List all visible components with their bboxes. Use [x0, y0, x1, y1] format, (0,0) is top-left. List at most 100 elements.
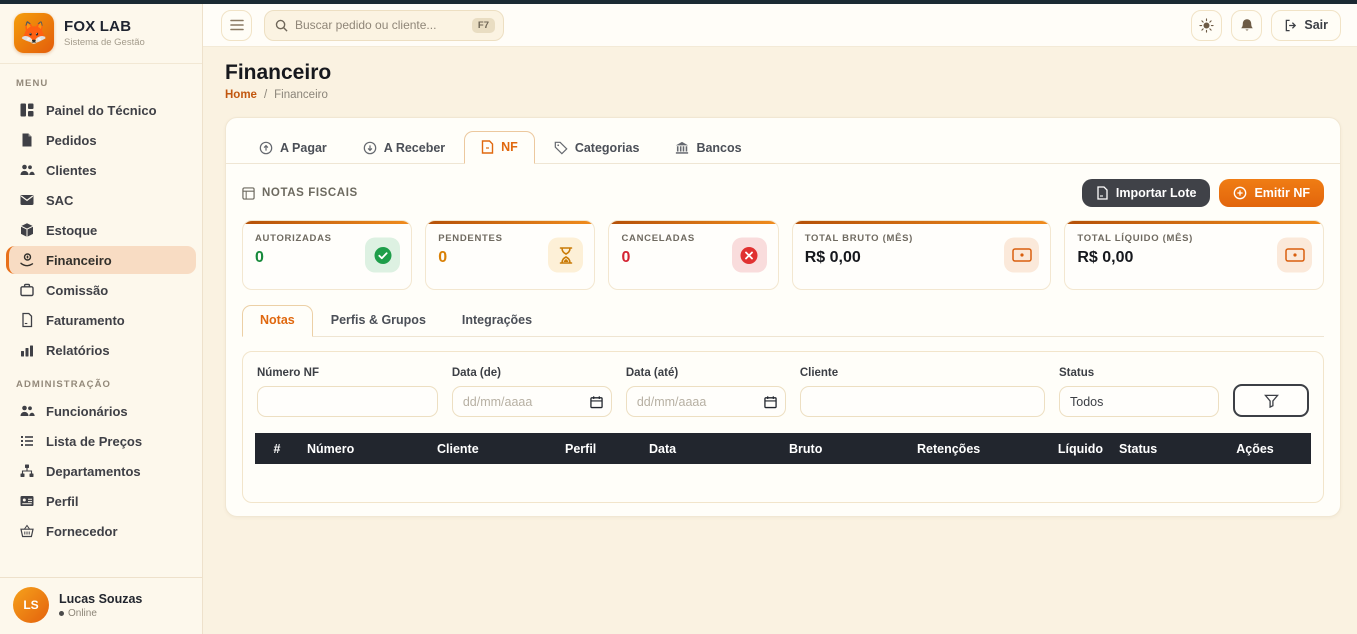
stat-label: PENDENTES	[438, 233, 503, 244]
sidebar-item-departamentos[interactable]: Departamentos	[6, 457, 196, 485]
breadcrumb-home-link[interactable]: Home	[225, 89, 257, 101]
sidebar: 🦊 FOX LAB Sistema de Gestão MENU Painel …	[0, 4, 203, 634]
tab-a-receber[interactable]: A Receber	[346, 131, 462, 164]
tab-label: NF	[501, 140, 518, 154]
logout-label: Sair	[1304, 18, 1328, 32]
hourglass-icon	[559, 246, 573, 264]
data-ate-label: Data (até)	[625, 367, 679, 379]
stat-card-canceladas: CANCELADAS 0	[608, 220, 779, 290]
sidebar-item-label: Faturamento	[46, 312, 125, 328]
envelope-icon	[20, 195, 34, 205]
data-ate-input[interactable]	[625, 386, 786, 417]
stat-value: 0	[255, 249, 264, 266]
cliente-label: Cliente	[799, 367, 839, 379]
sidebar-toggle-button[interactable]	[221, 9, 252, 41]
briefcase-icon	[20, 283, 34, 297]
dashboard-icon	[20, 103, 34, 117]
user-profile[interactable]: LS Lucas Souzas Online	[0, 577, 202, 634]
notifications-button[interactable]	[1231, 9, 1263, 41]
sidebar-item-estoque[interactable]: Estoque	[6, 216, 196, 244]
stat-card-total-bruto: TOTAL BRUTO (MÊS) R$ 0,00	[791, 220, 1052, 290]
document-icon	[22, 133, 32, 147]
col-acoes: Ações	[1236, 441, 1274, 456]
import-document-icon	[1097, 186, 1108, 200]
users-icon	[20, 405, 35, 416]
sidebar-item-painel-do-tecnico[interactable]: Painel do Técnico	[6, 96, 196, 124]
import-lote-button[interactable]: Importar Lote	[1081, 179, 1211, 207]
tab-label: A Receber	[383, 140, 446, 155]
breadcrumb-current: Financeiro	[274, 89, 328, 101]
numero-nf-input[interactable]	[257, 386, 438, 417]
menu-section-label: MENU	[16, 78, 49, 89]
user-name: Lucas Souzas	[59, 591, 143, 606]
sidebar-item-label: Perfil	[46, 493, 79, 509]
status-select[interactable]	[1059, 386, 1219, 417]
sidebar-item-perfil[interactable]: Perfil	[6, 487, 196, 515]
sidebar-item-label: Painel do Técnico	[46, 102, 157, 118]
arrow-down-circle-icon	[363, 141, 377, 154]
emitir-nf-label: Emitir NF	[1254, 186, 1310, 200]
stat-label: CANCELADAS	[621, 233, 695, 244]
search-shortcut-badge: F7	[471, 17, 495, 33]
calendar-icon[interactable]	[764, 395, 777, 408]
subtab-notas[interactable]: Notas	[242, 305, 313, 337]
stat-label: TOTAL BRUTO (MÊS)	[804, 233, 914, 244]
check-circle-icon	[374, 246, 392, 264]
bank-icon	[676, 141, 689, 154]
sidebar-item-lista-de-precos[interactable]: Lista de Preços	[6, 427, 196, 455]
cliente-input[interactable]	[799, 386, 1045, 417]
sidebar-item-label: Comissão	[46, 282, 109, 298]
logout-button[interactable]: Sair	[1271, 9, 1341, 41]
sidebar-item-relatorios[interactable]: Relatórios	[6, 336, 196, 364]
sidebar-item-label: Estoque	[46, 222, 98, 238]
col-numero: Número	[307, 441, 355, 456]
sidebar-item-pedidos[interactable]: Pedidos	[6, 126, 196, 154]
import-lote-label: Importar Lote	[1115, 186, 1197, 200]
data-de-input[interactable]	[451, 386, 612, 417]
search-input[interactable]	[295, 18, 465, 32]
apply-filter-button[interactable]	[1233, 384, 1309, 417]
col-data: Data	[649, 441, 677, 456]
sidebar-item-clientes[interactable]: Clientes	[6, 156, 196, 184]
topbar: F7 Sair	[203, 4, 1357, 47]
subtab-integracoes[interactable]: Integrações	[461, 313, 533, 327]
sidebar-item-fornecedor[interactable]: Fornecedor	[6, 517, 196, 545]
avatar: LS	[13, 587, 49, 623]
tab-a-pagar[interactable]: A Pagar	[242, 131, 344, 164]
id-card-icon	[20, 496, 34, 506]
stat-value: R$ 0,00	[804, 249, 861, 266]
emitir-nf-button[interactable]: Emitir NF	[1219, 179, 1324, 207]
page-content: Financeiro Home / Financeiro A Pagar A R…	[203, 47, 1357, 634]
col-numero-indice: #	[273, 441, 281, 456]
sidebar-item-financeiro[interactable]: Financeiro	[6, 246, 196, 274]
section-title-label: NOTAS FISCAIS	[262, 187, 358, 199]
sidebar-item-faturamento[interactable]: Faturamento	[6, 306, 196, 334]
search-box[interactable]: F7	[264, 9, 504, 41]
col-bruto: Bruto	[789, 441, 823, 456]
col-retencoes: Retenções	[917, 441, 981, 456]
subtab-perfis-grupos[interactable]: Perfis & Grupos	[330, 313, 426, 327]
bar-chart-icon	[21, 345, 33, 357]
tab-bancos[interactable]: Bancos	[658, 131, 758, 164]
breadcrumb: Home / Financeiro	[225, 89, 1341, 101]
tab-label: Bancos	[696, 140, 742, 155]
sidebar-item-label: Pedidos	[46, 132, 97, 148]
calendar-icon[interactable]	[590, 395, 603, 408]
sidebar-item-label: Clientes	[46, 162, 97, 178]
tag-icon	[554, 141, 568, 155]
hamburger-icon	[229, 19, 244, 31]
tab-categorias[interactable]: Categorias	[537, 131, 657, 164]
sidebar-item-label: SAC	[46, 192, 74, 208]
app-subtitle: Sistema de Gestão	[64, 37, 145, 48]
sub-tabs: Notas Perfis & Grupos Integrações	[242, 305, 1324, 337]
theme-toggle-button[interactable]	[1191, 9, 1223, 41]
logout-icon	[1286, 19, 1297, 31]
sun-icon	[1199, 17, 1214, 33]
sidebar-item-comissao[interactable]: Comissão	[6, 276, 196, 304]
financeiro-card: A Pagar A Receber NF Categorias	[225, 117, 1341, 517]
sidebar-item-label: Lista de Preços	[46, 433, 143, 449]
sidebar-item-sac[interactable]: SAC	[6, 186, 196, 214]
tab-nf[interactable]: NF	[464, 131, 535, 164]
funnel-icon	[1263, 394, 1279, 408]
sidebar-item-funcionarios[interactable]: Funcionários	[6, 397, 196, 425]
